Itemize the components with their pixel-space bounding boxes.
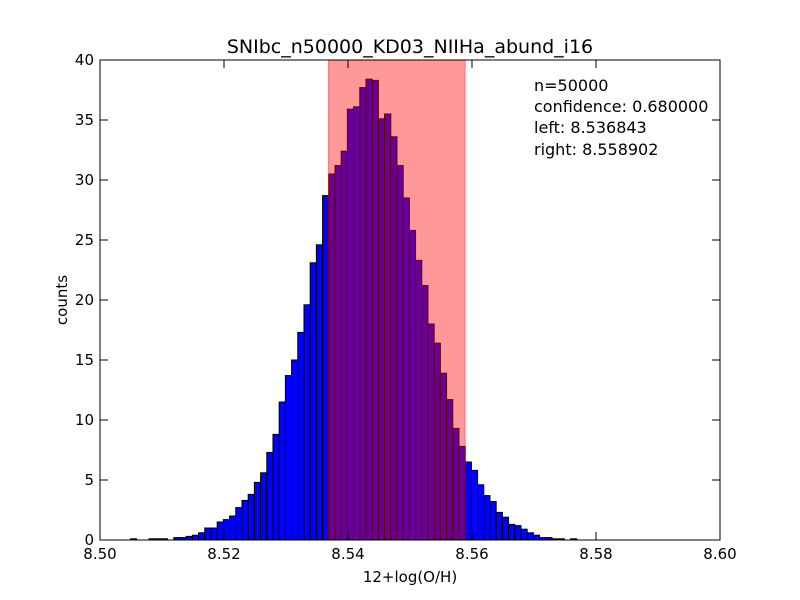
histogram-bar	[235, 507, 243, 541]
histogram-bar	[520, 528, 528, 541]
annotation-left: left: 8.536843	[534, 118, 647, 137]
histogram-bar	[495, 511, 503, 541]
histogram-bar	[532, 534, 541, 541]
y-tick-label: 35	[75, 111, 94, 129]
histogram-bar	[477, 484, 485, 541]
histogram-bar	[229, 515, 237, 541]
histogram-bar	[185, 535, 193, 541]
confidence-band	[327, 59, 466, 541]
annotation-right: right: 8.558902	[534, 140, 658, 159]
histogram-bar	[272, 433, 280, 541]
histogram-bar	[241, 499, 249, 541]
histogram-bars	[129, 78, 578, 541]
histogram-bar	[253, 481, 262, 541]
y-tick-label: 10	[75, 411, 94, 429]
histogram-bar	[526, 532, 534, 541]
histogram-bar	[514, 525, 522, 541]
histogram-bar	[210, 527, 218, 541]
histogram-bar	[470, 469, 479, 541]
histogram-bar	[284, 375, 293, 541]
histogram-bar	[266, 451, 274, 541]
histogram-bar	[315, 244, 324, 541]
x-tick-label: 8.52	[207, 545, 240, 563]
annotation-box: n=50000 confidence: 0.680000 left: 8.536…	[534, 76, 708, 159]
histogram-bar	[508, 523, 516, 541]
x-tick-label: 8.56	[455, 545, 488, 563]
histogram-bar	[198, 532, 206, 541]
y-tick-label: 40	[75, 51, 94, 69]
histogram-bar	[278, 401, 286, 541]
x-axis-label: 12+log(O/H)	[363, 568, 457, 586]
x-tick-label: 8.60	[703, 545, 736, 563]
histogram-bar	[247, 493, 255, 541]
histogram-bar	[322, 195, 330, 541]
y-tick-label: 30	[75, 171, 94, 189]
chart-title: SNIbc_n50000_KD03_NIIHa_abund_i16	[227, 36, 593, 58]
histogram-bar	[483, 495, 491, 541]
x-tick-label: 8.50	[83, 545, 116, 563]
annotation-confidence: confidence: 0.680000	[534, 97, 708, 116]
y-tick-label: 25	[75, 231, 94, 249]
histogram-bar	[303, 304, 311, 541]
histogram-bar	[297, 331, 305, 541]
histogram-bar	[216, 521, 224, 541]
plot-frame	[99, 59, 721, 541]
y-tick-label: 5	[84, 471, 94, 489]
annotation-n: n=50000	[534, 76, 608, 95]
y-axis-label: counts	[53, 275, 71, 325]
y-tick-label: 0	[84, 531, 94, 549]
y-tick-label: 20	[75, 291, 94, 309]
confidence-interval-band	[327, 59, 466, 541]
histogram-bar	[204, 527, 212, 541]
histogram-bar	[191, 534, 200, 541]
histogram-bar	[291, 359, 299, 541]
x-tick-label: 8.58	[579, 545, 612, 563]
y-tick-label: 15	[75, 351, 94, 369]
x-tick-label: 8.54	[331, 545, 364, 563]
histogram-bar	[489, 501, 497, 541]
histogram-bar	[501, 516, 510, 541]
histogram-bar	[260, 472, 268, 541]
histogram-bar	[464, 461, 472, 541]
histogram-bar	[309, 262, 317, 541]
